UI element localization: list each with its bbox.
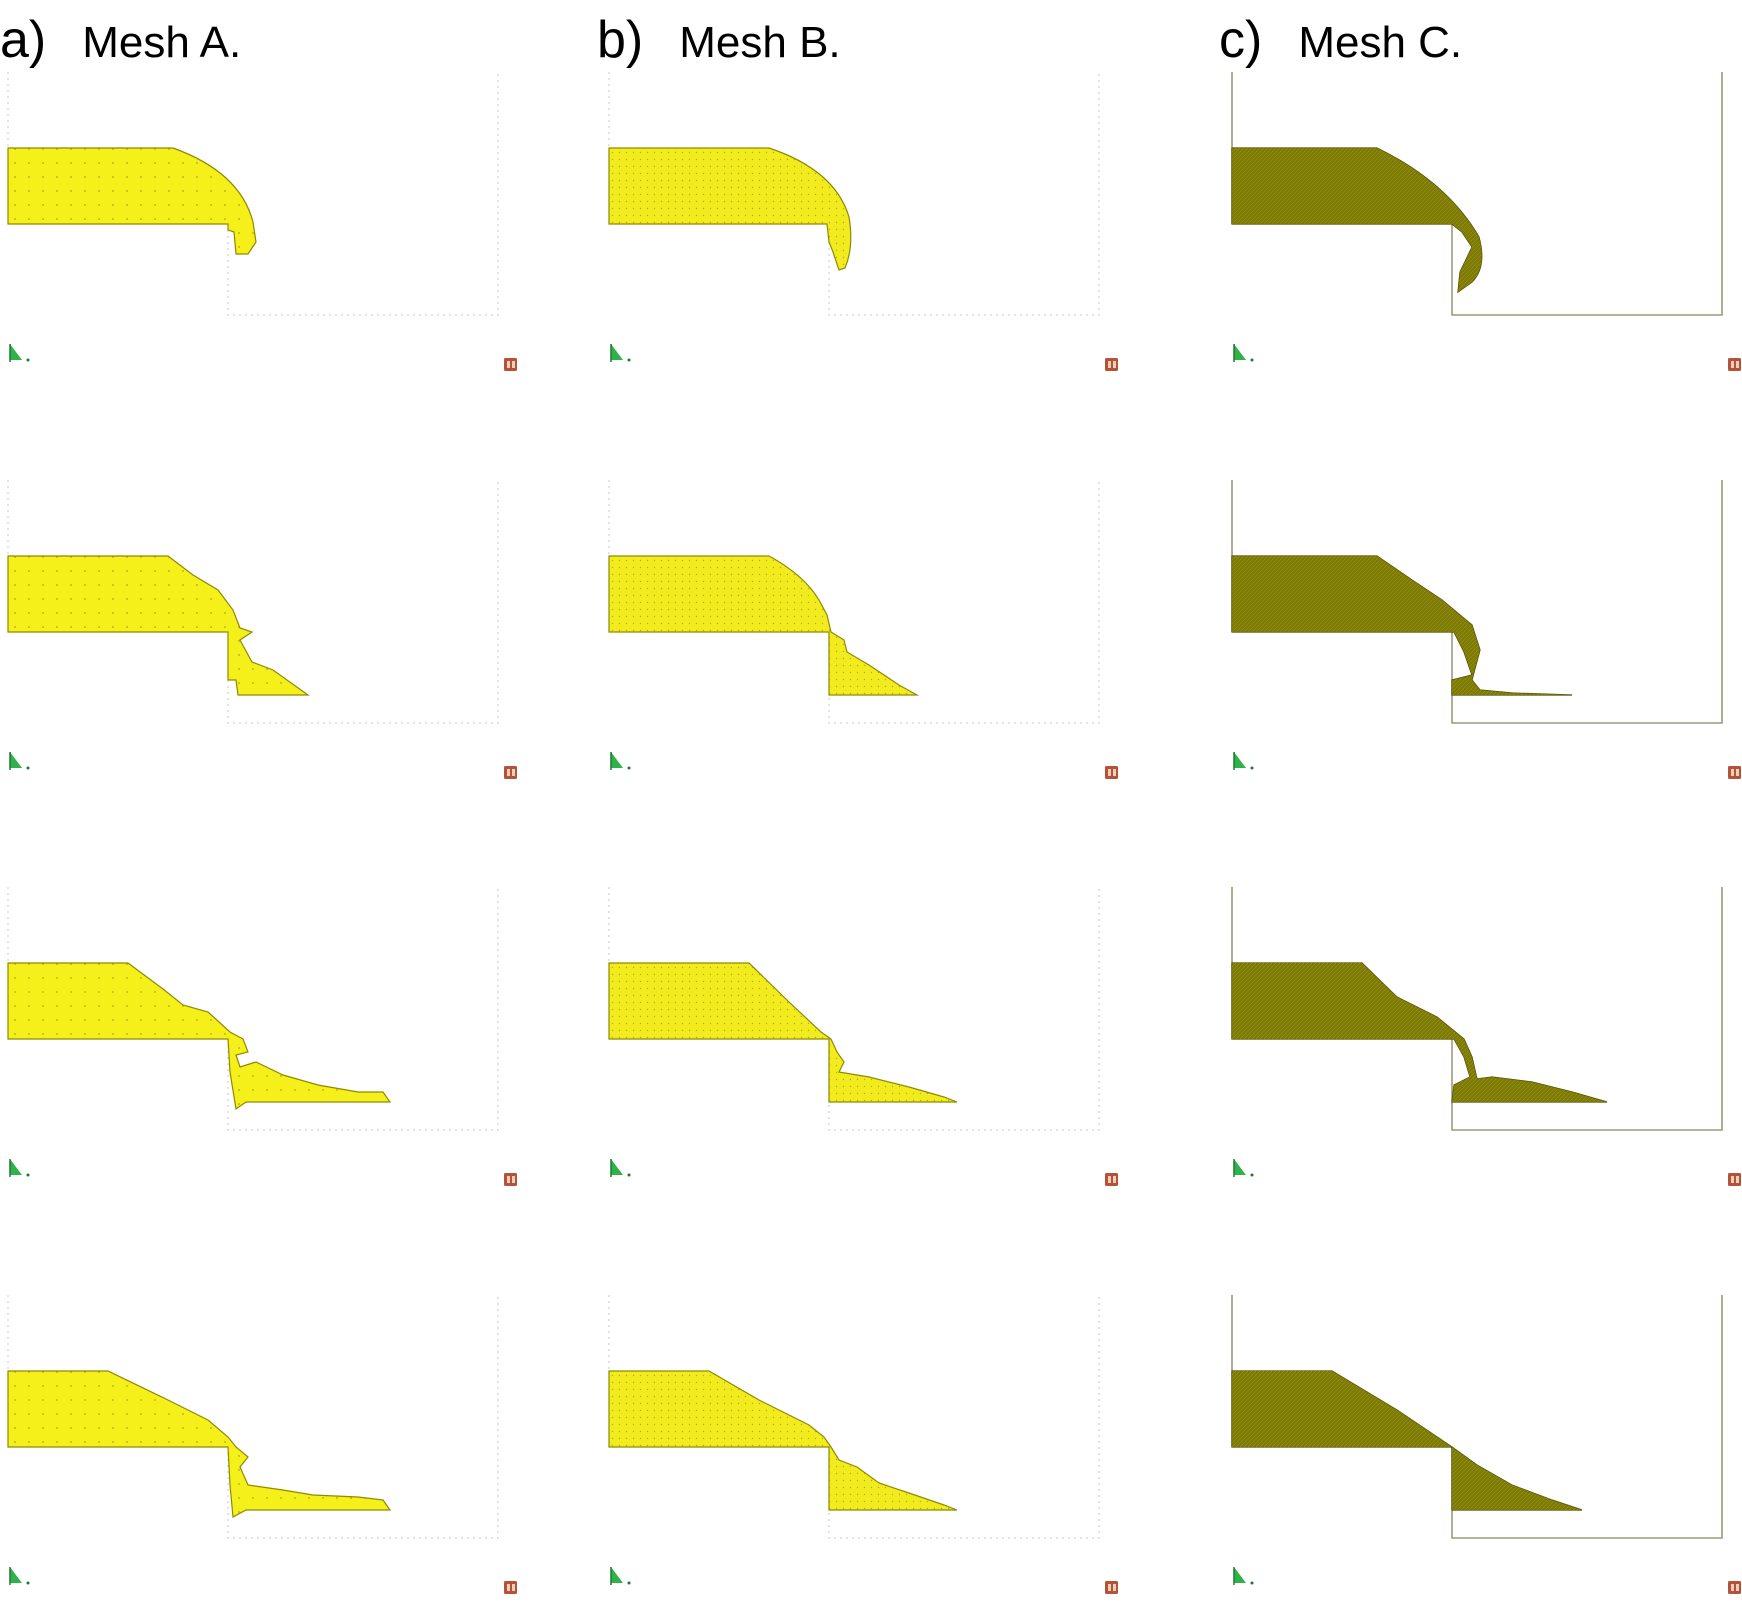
software-logo-icon <box>1728 358 1741 371</box>
axis-triad-icon <box>1233 1567 1254 1585</box>
software-logo-icon <box>504 1173 517 1186</box>
column-header-a: a) Mesh A. <box>0 0 241 80</box>
panel-a-1 <box>7 72 517 371</box>
column-letter: b) <box>597 11 644 69</box>
mesh-overlay <box>609 556 917 695</box>
software-logo-icon <box>504 766 517 779</box>
panel-c-2 <box>1231 480 1741 779</box>
mesh-overlay <box>609 1371 957 1510</box>
axis-triad-icon <box>610 752 631 770</box>
axis-triad-icon <box>610 1159 631 1177</box>
panel-c-3 <box>1231 887 1741 1186</box>
panel-a-3 <box>7 887 517 1186</box>
software-logo-icon <box>1105 766 1118 779</box>
mesh-overlay <box>609 148 851 270</box>
column-letter: a) <box>0 11 47 69</box>
column-header-b: b) Mesh B. <box>597 0 841 80</box>
software-logo-icon <box>1728 1173 1741 1186</box>
column-letter: c) <box>1219 11 1263 69</box>
axis-triad-icon <box>1233 344 1254 362</box>
mesh-overlay <box>1232 963 1607 1102</box>
panel-a-4 <box>7 1295 517 1594</box>
column-title: Mesh C. <box>1298 18 1463 67</box>
panel-a-2 <box>7 480 517 779</box>
software-logo-icon <box>1105 1581 1118 1594</box>
column-title: Mesh A. <box>82 18 242 67</box>
axis-triad-icon <box>610 344 631 362</box>
axis-triad-icon <box>9 1159 30 1177</box>
mesh-overlay <box>8 556 308 695</box>
axis-triad-icon <box>1233 752 1254 770</box>
panel-b-4 <box>608 1295 1118 1594</box>
axis-triad-icon <box>1233 1159 1254 1177</box>
axis-triad-icon <box>610 1567 631 1585</box>
software-logo-icon <box>1105 1173 1118 1186</box>
software-logo-icon <box>504 358 517 371</box>
software-logo-icon <box>1728 1581 1741 1594</box>
mesh-overlay <box>8 1371 390 1517</box>
mesh-overlay <box>1232 1371 1582 1510</box>
column-header-c: c) Mesh C. <box>1219 0 1462 80</box>
mesh-overlay <box>1232 556 1572 695</box>
software-logo-icon <box>1105 358 1118 371</box>
panel-c-4 <box>1231 1295 1741 1594</box>
software-logo-icon <box>504 1581 517 1594</box>
axis-triad-icon <box>9 752 30 770</box>
mesh-overlay <box>1232 148 1482 292</box>
column-title: Mesh B. <box>679 18 841 67</box>
axis-triad-icon <box>9 1567 30 1585</box>
panel-c-1 <box>1231 72 1741 371</box>
panel-b-3 <box>608 887 1118 1186</box>
mesh-overlay <box>8 963 390 1109</box>
panel-b-1 <box>608 72 1118 371</box>
mesh-overlay <box>609 963 957 1102</box>
software-logo-icon <box>1728 766 1741 779</box>
mesh-overlay <box>8 148 256 254</box>
panel-b-2 <box>608 480 1118 779</box>
axis-triad-icon <box>9 344 30 362</box>
